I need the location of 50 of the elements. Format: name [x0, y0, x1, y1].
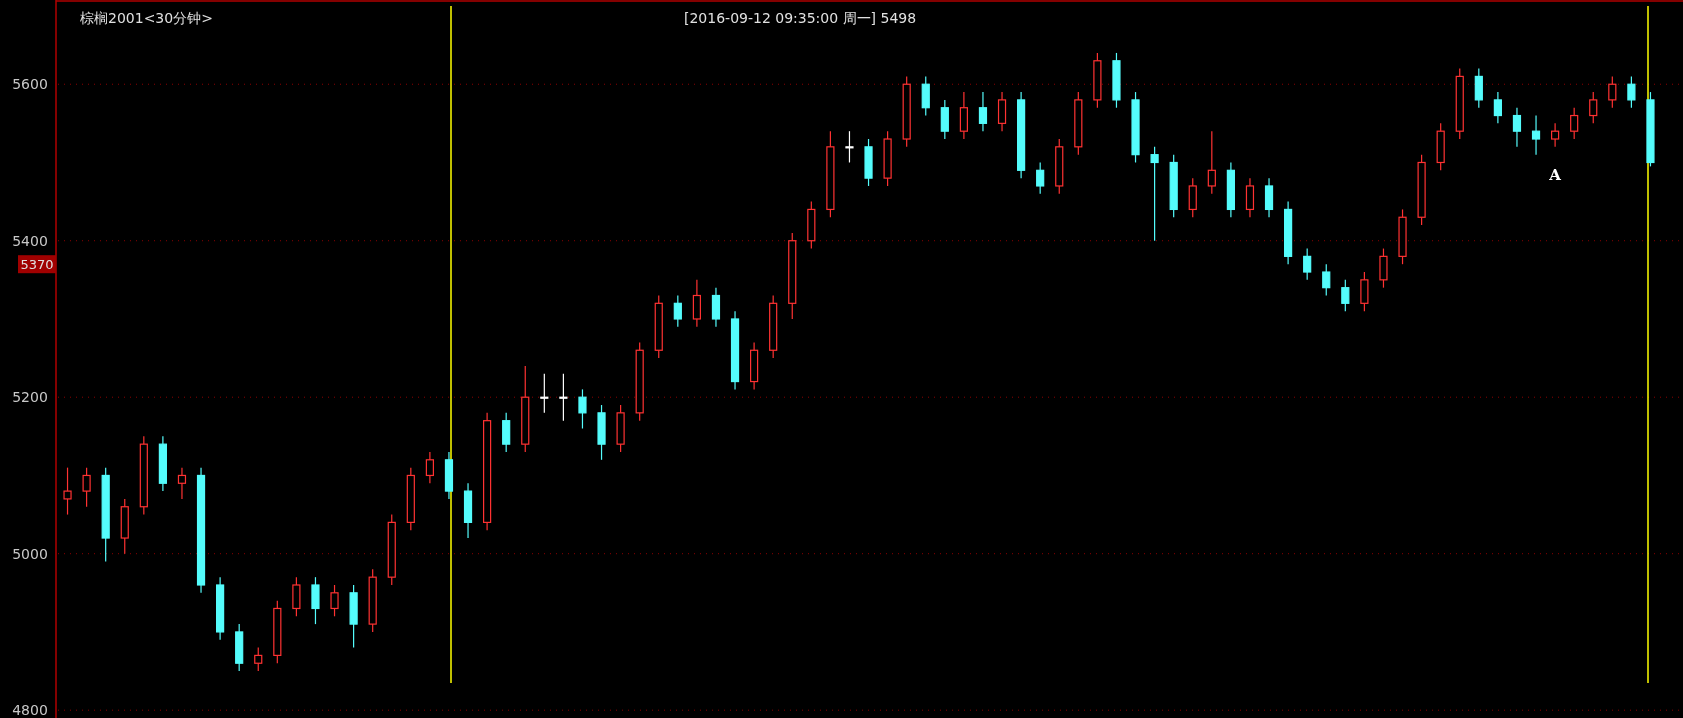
- candlestick: [1512, 107, 1522, 148]
- candlestick: [1589, 91, 1598, 124]
- candlestick: [997, 91, 1007, 132]
- candlestick: [559, 373, 568, 422]
- y-tick-label: 5400: [12, 232, 48, 249]
- candlestick: [673, 294, 682, 328]
- candlestick: [1207, 130, 1216, 195]
- candlestick: [711, 287, 721, 328]
- candlestick: [1627, 75, 1636, 109]
- annotation: 5370: [20, 257, 54, 273]
- candlestick: [1379, 247, 1388, 289]
- candlestick: [1608, 75, 1617, 109]
- candlestick: [1303, 247, 1312, 281]
- candlestick: [959, 91, 968, 140]
- candlestick: [1341, 279, 1350, 312]
- candlestick: [1531, 114, 1541, 156]
- candlestick: [1474, 67, 1483, 109]
- candlestick: [425, 451, 434, 484]
- candlestick: [82, 467, 91, 508]
- y-tick-label: 5000: [12, 545, 48, 562]
- candlestick: [177, 467, 187, 500]
- y-tick-label: 5600: [12, 76, 48, 93]
- chart-title: 棕榈2001<30分钟>: [80, 10, 213, 26]
- candlestick: [1150, 146, 1159, 242]
- candlestick: [978, 91, 988, 132]
- candlestick: [940, 99, 949, 140]
- y-tick-label: 4800: [12, 702, 48, 718]
- candlestick: [1245, 177, 1255, 218]
- candlestick: [330, 584, 339, 617]
- y-tick-label: 5200: [12, 389, 48, 406]
- candlestick: [1570, 107, 1579, 140]
- candlestick: [921, 75, 930, 117]
- chart-subtitle: [2016-09-12 09:35:00 周一] 5498: [684, 10, 917, 26]
- candlestick: [1360, 271, 1369, 312]
- candlestick: [1036, 161, 1045, 195]
- candlestick: [540, 373, 549, 414]
- annotation: A: [1548, 166, 1562, 184]
- candlestick: [1264, 177, 1274, 218]
- candlestick: [311, 576, 320, 625]
- candlestick: [1551, 122, 1560, 148]
- candlestick: [1322, 263, 1331, 297]
- candlestick: [502, 412, 511, 453]
- candlestick: [254, 646, 263, 672]
- candlestick: [692, 279, 701, 328]
- candlestick: [578, 388, 587, 430]
- candlestick: [845, 130, 854, 164]
- candlestick: [63, 467, 72, 516]
- candlestick: [1493, 91, 1502, 124]
- candlestick: [1188, 177, 1197, 218]
- candlestick: [292, 576, 301, 617]
